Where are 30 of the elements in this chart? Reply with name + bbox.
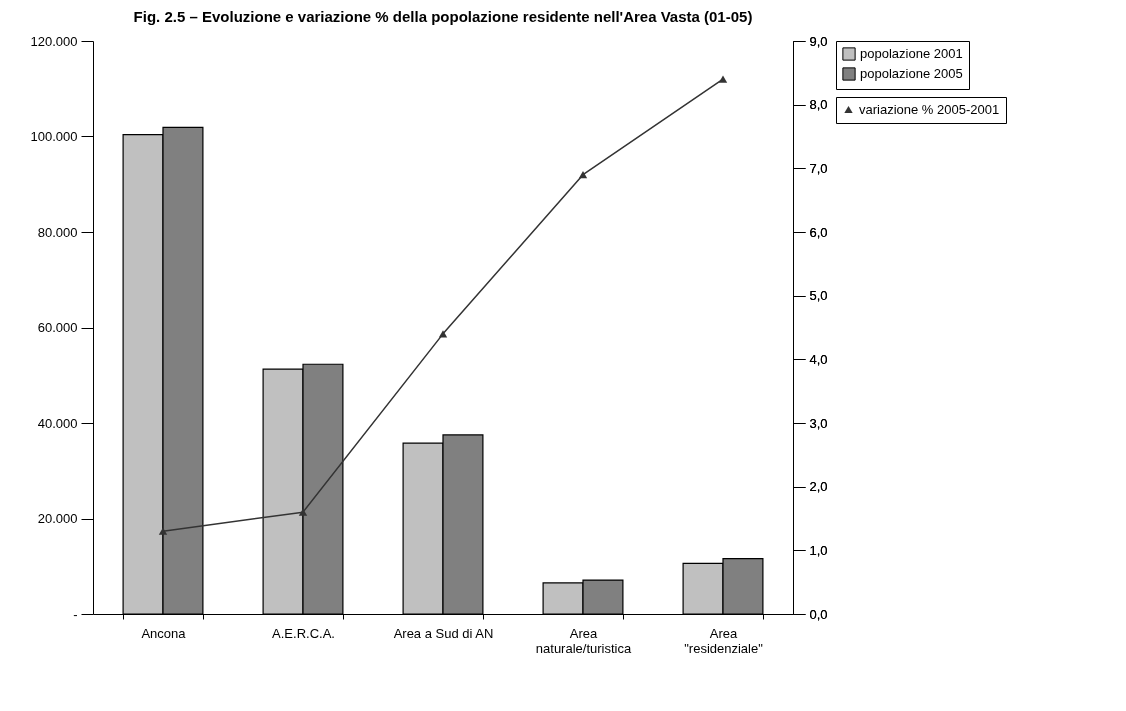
point <box>578 171 588 179</box>
y-tick-label: 40.000 <box>37 415 78 431</box>
x-tick-label: Ancona <box>141 625 187 641</box>
y2-tick-label: 2,0 <box>809 479 828 495</box>
point <box>718 75 728 83</box>
y-tick-label: 60.000 <box>37 320 78 335</box>
y-tick-label: 80.000 <box>37 224 78 240</box>
y2-tick-label: 0,0 <box>809 606 828 622</box>
legend-label: popolazione 2001 <box>860 46 963 61</box>
legend-label: popolazione 2005 <box>860 66 963 81</box>
y2-tick-label: 7,0 <box>809 160 828 176</box>
chart-title: Fig. 2.5 – Evoluzione e variazione % della popolazione residente nell'Area Vasta (01-05) <box>133 8 753 25</box>
y2-tick-label: 8,0 <box>809 97 828 113</box>
y2-tick-label: 5,0 <box>809 288 828 304</box>
x-tick-label: Area a Sud di AN <box>393 625 494 641</box>
y-tick-label: 20.000 <box>37 511 78 526</box>
legend-label: variazione % 2005-2001 <box>859 101 1000 117</box>
y2-tick-label: 4,0 <box>809 351 828 367</box>
y-tick-label: - <box>73 606 78 622</box>
point <box>158 527 168 535</box>
y-tick-label: 120.000 <box>30 33 78 49</box>
y2-tick-label: 3,0 <box>809 415 828 431</box>
x-tick-label: Area naturale/turistica <box>535 625 632 656</box>
y-tick-label: 100.000 <box>30 129 78 144</box>
y2-tick-label: 6,0 <box>809 224 828 240</box>
x-tick-label: Area "residenziale" <box>684 625 764 656</box>
y2-tick-label: 9,0 <box>809 33 828 49</box>
y2-tick-label: 1,0 <box>809 542 828 558</box>
x-tick-label: A.E.R.C.A. <box>272 625 335 641</box>
point <box>298 508 308 516</box>
